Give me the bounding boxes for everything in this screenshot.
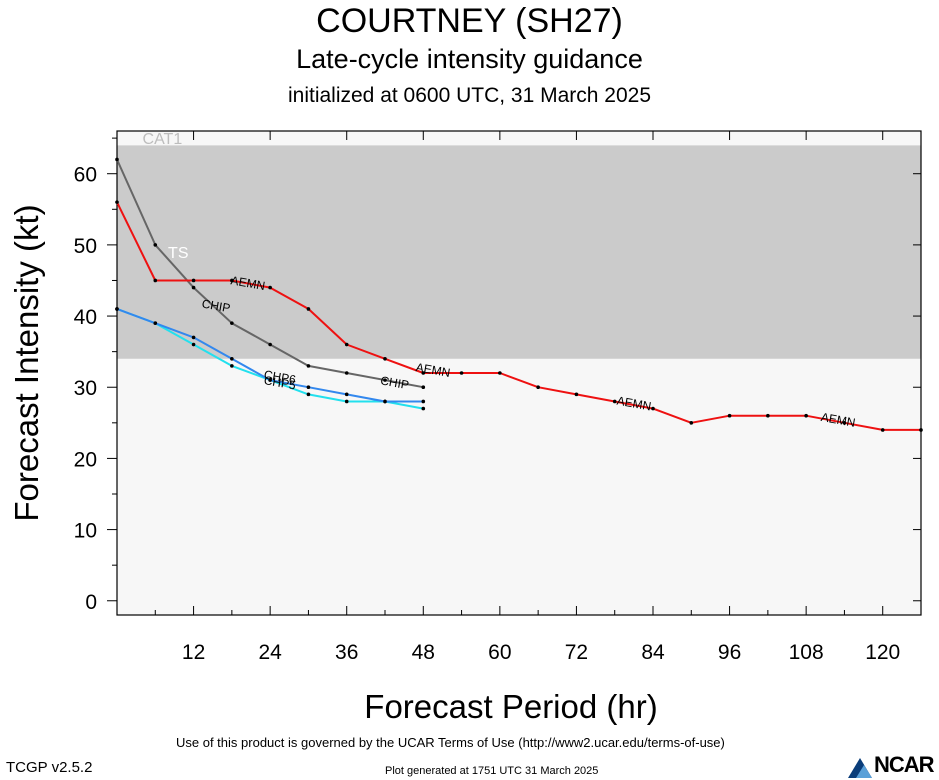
ncar-logo-text: NCAR — [874, 752, 935, 777]
band-label-ts: TS — [168, 245, 188, 262]
plot-generated-text: Plot generated at 1751 UTC 31 March 2025 — [385, 765, 599, 777]
data-point-aemn — [191, 278, 196, 283]
data-point-chip — [153, 243, 158, 247]
data-point-aemn — [766, 413, 770, 418]
chart-title: COURTNEY (SH27) — [316, 2, 623, 40]
y-axis-label: Forecast Intensity (kt) — [8, 204, 45, 521]
x-tick-label: 36 — [335, 641, 358, 664]
data-point-aemn — [498, 371, 502, 375]
data-point-chp5 — [306, 392, 311, 397]
data-point-chp5 — [344, 399, 349, 404]
data-point-aemn — [421, 371, 426, 375]
chart-subtitle: Late-cycle intensity guidance — [296, 44, 643, 74]
intensity-band-1 — [117, 145, 921, 359]
data-point-aemn — [536, 385, 540, 390]
terms-of-use-text: Use of this product is governed by the U… — [176, 735, 725, 750]
data-point-chp6 — [153, 321, 158, 325]
data-point-chp6 — [191, 335, 196, 340]
intensity-band-0 — [117, 358, 921, 615]
x-tick-label: 72 — [565, 641, 588, 664]
x-tick-label: 24 — [258, 641, 282, 664]
data-point-aemn — [344, 342, 349, 347]
data-point-chp6 — [306, 385, 311, 390]
data-point-aemn — [459, 371, 464, 375]
ncar-logo-icon — [848, 758, 872, 778]
data-point-chip — [115, 157, 119, 162]
series-label-chip: CHIP — [379, 373, 410, 392]
data-point-aemn — [612, 399, 617, 404]
intensity-band-2 — [117, 131, 921, 146]
data-point-chip — [344, 371, 349, 375]
series-label-aemn: AEMN — [230, 273, 267, 293]
data-point-chp6 — [268, 378, 272, 382]
data-point-chp5 — [421, 406, 426, 411]
series-label-chip: CHIP — [201, 297, 232, 316]
x-axis-label: Forecast Period (hr) — [364, 688, 657, 725]
data-point-chp6 — [115, 307, 119, 311]
x-tick-label: 120 — [865, 641, 900, 664]
data-point-chip — [306, 364, 311, 368]
x-tick-label: 108 — [789, 641, 824, 664]
data-point-chip — [230, 321, 234, 325]
x-tick-label: 48 — [412, 641, 435, 664]
data-point-chp6 — [230, 356, 234, 361]
initialization-time: initialized at 0600 UTC, 31 March 2025 — [287, 84, 652, 107]
x-tick-label: 60 — [488, 641, 511, 664]
data-point-chip — [268, 342, 272, 347]
data-point-aemn — [153, 278, 158, 283]
band-label-cat1: CAT1 — [143, 131, 183, 148]
data-point-aemn — [574, 392, 579, 397]
data-point-aemn — [651, 406, 655, 411]
data-point-chip — [421, 385, 426, 390]
y-tick-label: 60 — [74, 164, 97, 187]
data-point-chip — [383, 378, 387, 382]
series-label-chp5: CHP5 — [263, 373, 297, 392]
y-tick-label: 40 — [74, 306, 97, 329]
series-label-aemn: AEMN — [415, 360, 452, 380]
data-point-aemn — [919, 428, 923, 432]
data-point-chp6 — [344, 392, 349, 397]
y-tick-label: 50 — [74, 235, 97, 258]
y-tick-label: 0 — [85, 591, 97, 614]
data-point-aemn — [689, 421, 694, 425]
data-point-chp6 — [383, 399, 387, 404]
data-point-chip — [191, 285, 196, 290]
plot-frame — [116, 130, 922, 616]
series-label-aemn: AEMN — [820, 410, 857, 430]
data-point-chp6 — [421, 399, 426, 404]
x-tick-label: 96 — [718, 641, 741, 664]
x-tick-label: 12 — [182, 641, 205, 664]
series-line-aemn — [116, 201, 921, 431]
series-label-chp6: CHP6 — [263, 367, 297, 386]
data-point-aemn — [306, 307, 311, 311]
version-label: TCGP v2.5.2 — [6, 759, 93, 776]
x-tick-label: 84 — [641, 641, 665, 664]
data-point-aemn — [383, 356, 387, 361]
data-point-aemn — [115, 200, 119, 204]
y-tick-label: 20 — [74, 448, 97, 471]
series-label-aemn: AEMN — [616, 394, 653, 414]
y-tick-label: 30 — [74, 377, 97, 400]
data-point-aemn — [727, 413, 732, 418]
data-point-aemn — [268, 285, 272, 290]
y-tick-label: 10 — [74, 520, 97, 543]
data-point-aemn — [842, 421, 847, 425]
data-point-chp5 — [230, 364, 234, 368]
data-point-chp5 — [191, 342, 196, 347]
data-point-aemn — [880, 428, 885, 432]
data-point-aemn — [230, 278, 234, 283]
data-point-aemn — [804, 413, 808, 418]
